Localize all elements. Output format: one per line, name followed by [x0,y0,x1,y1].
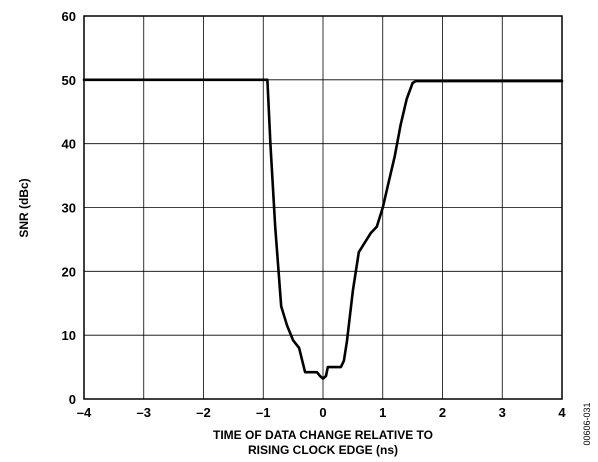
series-layer [82,78,564,380]
x-axis-title-line-2: RISING CLOCK EDGE (ns) [248,443,398,457]
x-tick-label: –3 [137,405,151,420]
x-tick-label: 4 [558,405,566,420]
snr-series-line [82,78,564,380]
x-tick-label: –1 [256,405,270,420]
y-tick-label: 60 [62,9,76,24]
plot-frame [83,15,563,400]
y-tick-label: 0 [69,392,76,407]
x-tick-label: 1 [379,405,386,420]
y-tick-label: 50 [62,73,76,88]
y-tick-label: 40 [62,137,76,152]
x-tick-label: –4 [77,405,92,420]
y-tick-label: 20 [62,264,76,279]
x-tick-label: –2 [196,405,210,420]
y-axis-title: SNR (dBc) [17,178,31,237]
x-tick-label: 0 [319,405,326,420]
x-tick-label: 3 [499,405,506,420]
x-axis-title-line-1: TIME OF DATA CHANGE RELATIVE TO [213,428,433,442]
figure-id-label: 00606-031 [582,402,592,445]
y-tick-label: 10 [62,328,76,343]
y-tick-label: 30 [62,201,76,216]
x-tick-label: 2 [439,405,446,420]
